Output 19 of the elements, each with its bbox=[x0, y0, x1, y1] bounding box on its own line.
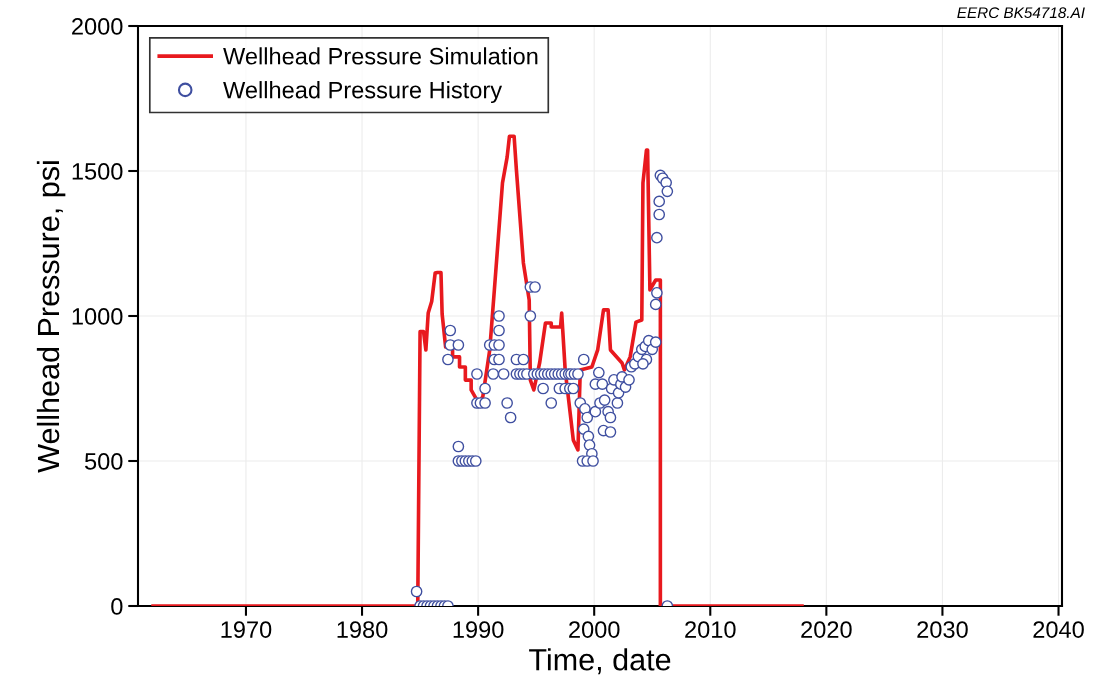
text: EERC BK54718.AI bbox=[957, 7, 1085, 19]
y-tick-label: 500 bbox=[84, 453, 123, 470]
legend-label: Wellhead Pressure History bbox=[223, 81, 503, 104]
x-tick-label: 1970 bbox=[221, 621, 272, 638]
line-series bbox=[151, 134, 804, 606]
y-tick-label: 1000 bbox=[72, 308, 123, 325]
x-tick-label: 2020 bbox=[801, 621, 852, 638]
x-tick-label: 2000 bbox=[569, 621, 620, 638]
x-tick-label: 2040 bbox=[1033, 621, 1084, 638]
x-axis-title: Time, date bbox=[529, 648, 671, 675]
x-tick-label: 1990 bbox=[453, 621, 504, 638]
y-axis-title: Wellhead Pressure, psi bbox=[36, 161, 66, 473]
x-tick-label: 1980 bbox=[337, 621, 388, 638]
legend-label: Wellhead Pressure Simulation bbox=[223, 47, 538, 65]
x-tick-label: 2030 bbox=[917, 621, 968, 638]
y-tick-label: 1500 bbox=[72, 163, 123, 180]
y-tick-label: 2000 bbox=[72, 18, 123, 35]
x-tick-label: 2010 bbox=[685, 621, 736, 638]
y-tick-label: 0 bbox=[111, 598, 123, 615]
